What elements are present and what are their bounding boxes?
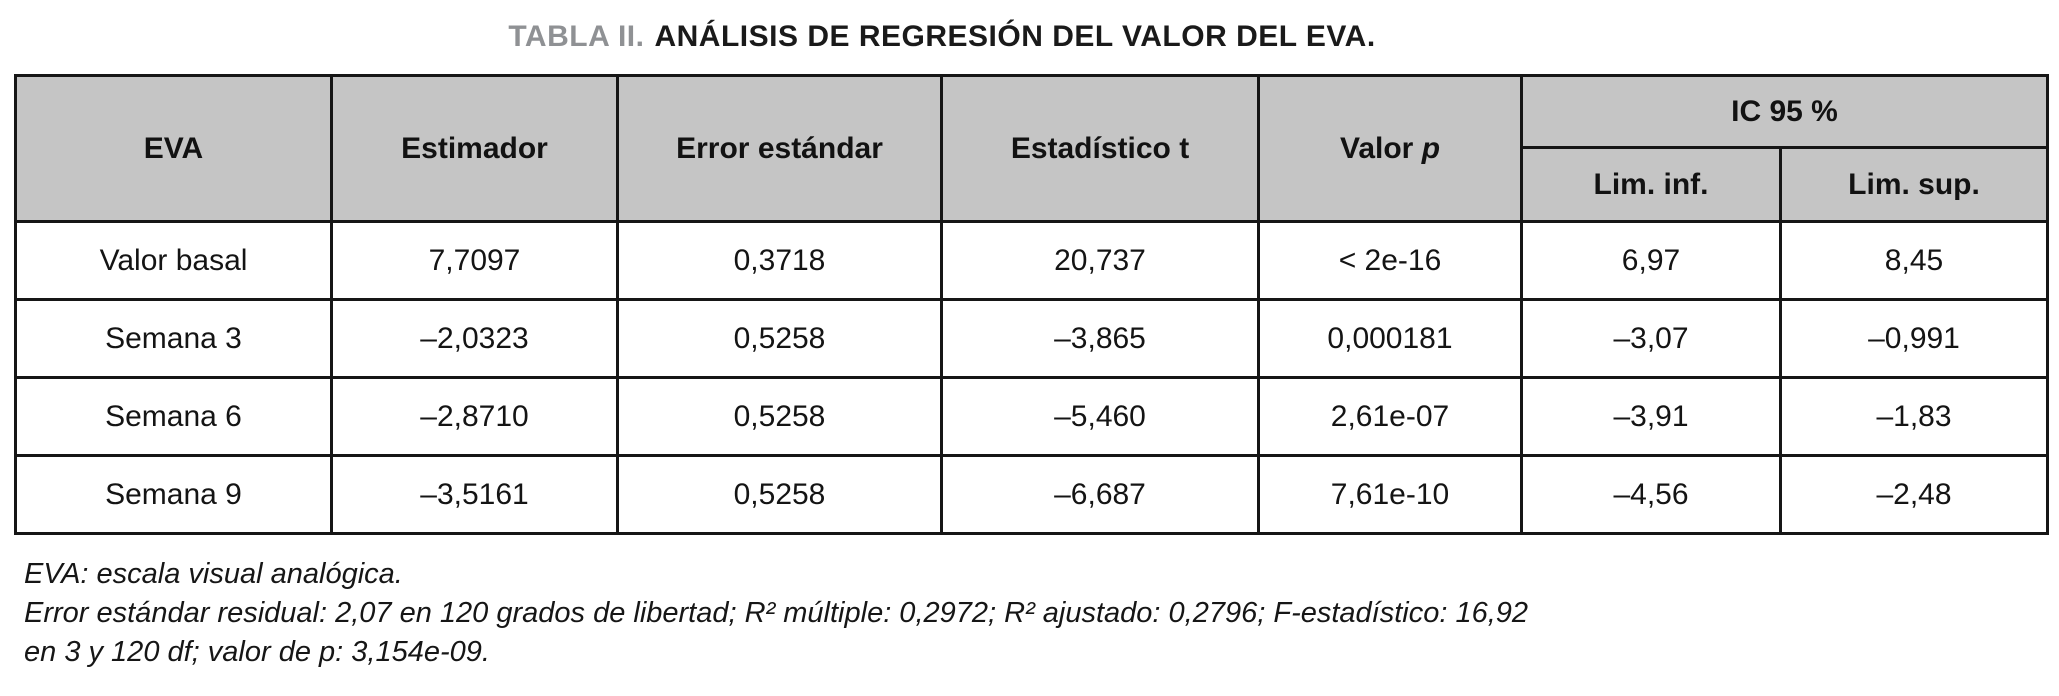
footnotes: EVA: escala visual analógica. Error está… <box>24 555 2059 672</box>
data-cell: 2,61e-07 <box>1257 376 1523 457</box>
data-cell: –2,0323 <box>330 298 619 379</box>
data-cell: 7,7097 <box>330 220 619 301</box>
valor-p-italic: p <box>1421 131 1441 165</box>
row-label-cell: Semana 6 <box>14 376 333 457</box>
table-row: Valor basal 7,7097 0,3718 20,737 < 2e-16 6,97… <box>14 220 2049 301</box>
col-header-estimador: Estimador <box>330 74 619 223</box>
table-row: Semana 9 –3,5161 0,5258 –6,687 7,61e-10 –4,56… <box>14 454 2049 535</box>
table-body: Valor basal 7,7097 0,3718 20,737 < 2e-16 6,97… <box>14 220 2049 535</box>
data-cell: 0,000181 <box>1257 298 1523 379</box>
data-cell: 0,5258 <box>616 376 943 457</box>
data-cell: 6,97 <box>1520 220 1782 301</box>
data-cell: –6,687 <box>940 454 1260 535</box>
col-header-error-estandar: Error estándar <box>616 74 943 223</box>
footnote-line: en 3 y 120 df; valor de p: 3,154e-09. <box>24 636 490 668</box>
data-cell: 7,61e-10 <box>1257 454 1523 535</box>
table-title-number: TABLA II. <box>508 20 645 53</box>
data-cell: –3,91 <box>1520 376 1782 457</box>
header-row-2: Lim. inf. Lim. sup. <box>16 146 2049 223</box>
data-cell: < 2e-16 <box>1257 220 1523 301</box>
row-label-cell: Valor basal <box>14 220 333 301</box>
data-cell: –1,83 <box>1779 376 2049 457</box>
data-cell: –2,8710 <box>330 376 619 457</box>
col-header-valor-p: Valor p <box>1257 74 1523 223</box>
row-label-cell: Semana 3 <box>14 298 333 379</box>
data-cell: 0,5258 <box>616 298 943 379</box>
col-header-eva: EVA <box>14 74 333 223</box>
table-header: EVA Estimador Error estándar Estadístico… <box>14 74 2049 223</box>
col-header-ic95: IC 95 % <box>1520 74 2049 149</box>
footnote-line: Error estándar residual: 2,07 en 120 gra… <box>24 597 1529 629</box>
data-cell: 20,737 <box>940 220 1260 301</box>
valor-p-plain: Valor <box>1339 131 1414 165</box>
col-header-estadistico-t: Estadístico t <box>940 74 1260 223</box>
table-title-text: ANÁLISIS DE REGRESIÓN DEL VALOR DEL EVA. <box>654 20 1376 53</box>
col-header-lim-sup: Lim. sup. <box>1779 146 2049 223</box>
row-label-cell: Semana 9 <box>14 454 333 535</box>
page: TABLA II. ANÁLISIS DE REGRESIÓN DEL VALOR… <box>0 20 2059 672</box>
data-cell: –2,48 <box>1779 454 2049 535</box>
data-cell: 0,5258 <box>616 454 943 535</box>
data-cell: –3,5161 <box>330 454 619 535</box>
data-cell: –4,56 <box>1520 454 1782 535</box>
data-cell: 0,3718 <box>616 220 943 301</box>
data-cell: –3,07 <box>1520 298 1782 379</box>
col-header-lim-inf: Lim. inf. <box>1520 146 1782 223</box>
regression-table: EVA Estimador Error estándar Estadístico… <box>14 74 2049 535</box>
footnote-line: EVA: escala visual analógica. <box>24 558 403 590</box>
data-cell: 8,45 <box>1779 220 2049 301</box>
data-cell: –3,865 <box>940 298 1260 379</box>
header-row-1: EVA Estimador Error estándar Estadístico… <box>14 74 2049 223</box>
data-cell: –0,991 <box>1779 298 2049 379</box>
table-row: Semana 6 –2,8710 0,5258 –5,460 2,61e-07 –3,91… <box>14 376 2049 457</box>
table-row: Semana 3 –2,0323 0,5258 –3,865 0,000181 –3,07… <box>14 298 2049 379</box>
data-cell: –5,460 <box>940 376 1260 457</box>
table-title: TABLA II. ANÁLISIS DE REGRESIÓN DEL VALOR… <box>0 20 1958 54</box>
